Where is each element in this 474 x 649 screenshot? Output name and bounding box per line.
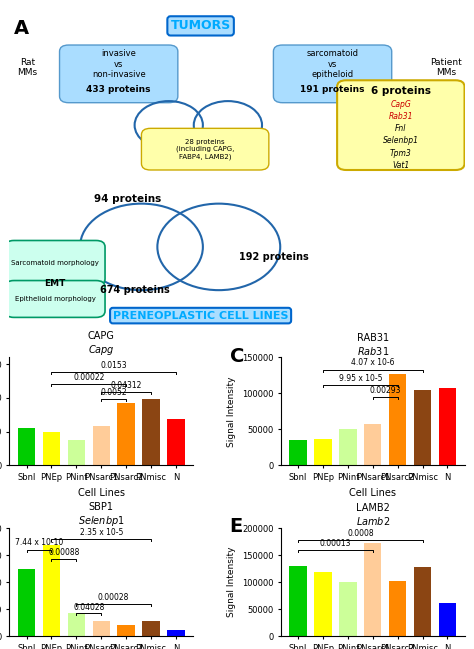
Text: 0.0153: 0.0153 [100,361,127,370]
Bar [439,387,456,465]
Text: 7.44 x 10-10: 7.44 x 10-10 [15,539,63,548]
Bar [142,398,160,465]
Text: 28 proteins
(including CAPG,
FABP4, LAMB2): 28 proteins (including CAPG, FABP4, LAMB… [176,139,234,160]
Text: EMT: EMT [44,279,66,288]
Title: CAPG
$\it{Capg}$: CAPG $\it{Capg}$ [88,332,115,358]
Text: Epithelioid morphology: Epithelioid morphology [15,296,95,302]
Bar [142,622,160,636]
Bar [364,424,382,465]
Text: 0.04028: 0.04028 [73,603,104,612]
Bar [18,569,35,636]
Bar [167,630,185,636]
Text: Tpm3: Tpm3 [390,149,412,158]
Bar [414,567,431,636]
Title: RAB31
$\it{Rab31}$: RAB31 $\it{Rab31}$ [356,332,389,356]
Text: Selenbp1: Selenbp1 [383,136,419,145]
Bar [92,426,110,465]
Bar [389,581,406,636]
Bar [68,613,85,636]
Text: 192 proteins: 192 proteins [238,252,308,262]
Bar [339,582,356,636]
Text: A: A [14,19,29,38]
Text: PRENEOPLASTIC CELL LINES: PRENEOPLASTIC CELL LINES [113,311,288,321]
Text: 0.00013: 0.00013 [319,539,351,548]
Text: TUMORS: TUMORS [171,19,231,32]
Bar [43,545,60,636]
Text: 4.07 x 10-6: 4.07 x 10-6 [351,358,394,367]
FancyBboxPatch shape [60,45,178,103]
Text: 6 proteins: 6 proteins [371,86,431,97]
Y-axis label: Signal Intensity: Signal Intensity [228,546,237,617]
Text: 0.04312: 0.04312 [110,381,142,390]
Text: 0.0008: 0.0008 [347,530,374,538]
Bar [439,602,456,636]
FancyBboxPatch shape [5,280,105,317]
Text: sarcomatoid
vs
epitheloid: sarcomatoid vs epitheloid [307,49,358,79]
FancyBboxPatch shape [141,129,269,170]
Title: SBP1
$\it{Selenbp1}$: SBP1 $\it{Selenbp1}$ [78,502,125,528]
Text: Rab31: Rab31 [389,112,413,121]
Text: C: C [230,347,244,365]
Bar [289,440,307,465]
Bar [92,622,110,636]
Bar [68,441,85,465]
Bar [389,374,406,465]
Text: invasive
vs
non-invasive: invasive vs non-invasive [92,49,146,79]
Bar [43,432,60,465]
Text: Rat
MMs: Rat MMs [18,58,38,77]
FancyBboxPatch shape [337,80,465,170]
Text: E: E [230,517,243,536]
Text: 433 proteins: 433 proteins [86,86,151,94]
Text: 0.00028: 0.00028 [98,593,129,602]
Text: CapG: CapG [391,100,411,109]
Text: 0.00088: 0.00088 [48,548,80,557]
Bar [18,428,35,465]
Text: 191 proteins: 191 proteins [301,86,365,94]
Text: Sarcomatoid morphology: Sarcomatoid morphology [11,260,99,266]
Bar [118,403,135,465]
Text: 0.0052: 0.0052 [100,388,127,397]
Text: 0.00293: 0.00293 [369,386,401,395]
Bar [339,430,356,465]
Text: Vat1: Vat1 [392,161,410,169]
Text: 674 proteins: 674 proteins [100,285,170,295]
Text: Patient
MMs: Patient MMs [430,58,462,77]
Text: 9.95 x 10-5: 9.95 x 10-5 [338,374,382,382]
FancyBboxPatch shape [273,45,392,103]
Text: Fnl: Fnl [395,124,407,133]
Bar [167,419,185,465]
Bar [414,390,431,465]
X-axis label: Cell Lines: Cell Lines [78,487,125,498]
Text: 94 proteins: 94 proteins [94,194,162,204]
X-axis label: Cell Lines: Cell Lines [349,487,396,498]
Bar [364,543,382,636]
Text: 2.35 x 10-5: 2.35 x 10-5 [80,528,123,537]
Bar [314,572,332,636]
Text: 0.00022: 0.00022 [73,373,104,382]
Y-axis label: Signal Intensity: Signal Intensity [228,376,237,447]
Bar [314,439,332,465]
Bar [289,566,307,636]
Title: LAMB2
$\it{Lamb2}$: LAMB2 $\it{Lamb2}$ [356,503,390,527]
Bar [118,625,135,636]
FancyBboxPatch shape [5,241,105,286]
